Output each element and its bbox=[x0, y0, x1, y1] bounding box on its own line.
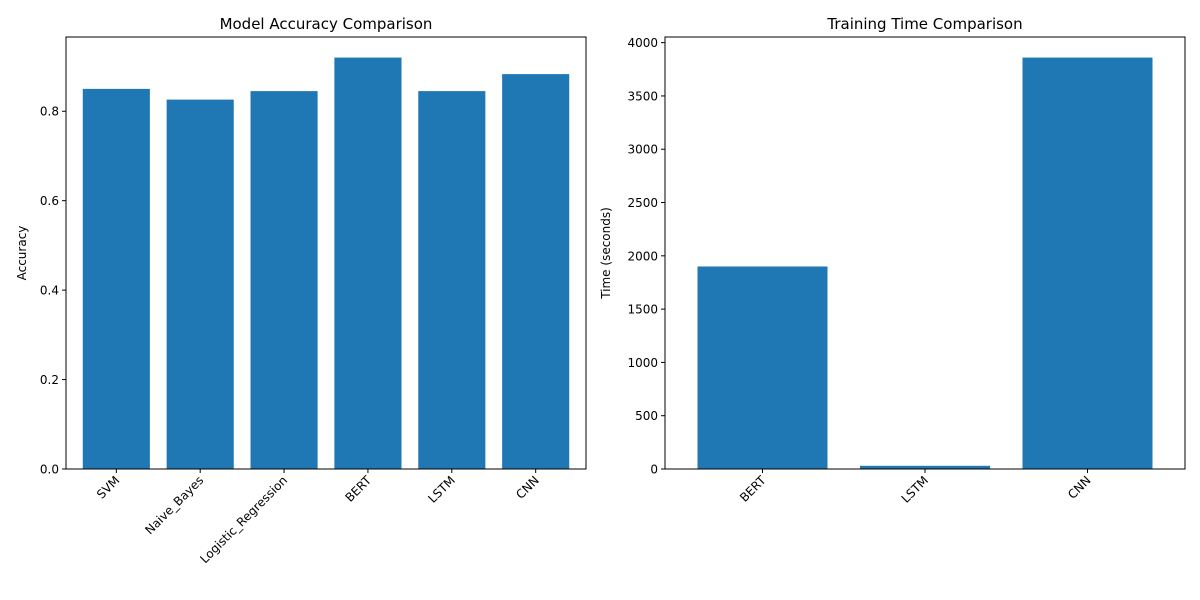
training-time-y-tick-label: 4000 bbox=[627, 36, 658, 50]
training-time-y-tick-label: 0 bbox=[650, 463, 658, 477]
accuracy-y-tick-label: 0.4 bbox=[40, 284, 59, 298]
training-time-y-tick-label: 2000 bbox=[627, 249, 658, 263]
accuracy-y-axis-label: Accuracy bbox=[15, 226, 29, 281]
accuracy-bar-logistic-regression bbox=[250, 91, 318, 470]
accuracy-y-tick-label: 0.6 bbox=[40, 194, 59, 208]
training-time-y-tick-label: 1000 bbox=[627, 356, 658, 370]
training-time-bars bbox=[697, 57, 1153, 469]
training-time-y-tick-label: 2500 bbox=[627, 196, 658, 210]
accuracy-chart-title: Model Accuracy Comparison bbox=[220, 15, 433, 33]
training-time-y-tick-label: 1500 bbox=[627, 303, 658, 317]
accuracy-y-tick-label: 0.2 bbox=[40, 373, 59, 387]
training-time-plot-frame bbox=[664, 36, 1186, 470]
training-time-y-tick-label: 3500 bbox=[627, 89, 658, 103]
training-time-y-axis-label: Time (seconds) bbox=[599, 207, 613, 300]
training-time-bar-bert bbox=[697, 266, 828, 469]
training-time-y-ticks: 0 500 1000 1500 2000 2500 3000 3500 4000 bbox=[627, 36, 665, 477]
accuracy-bar-lstm bbox=[418, 91, 486, 470]
accuracy-bars bbox=[82, 57, 570, 470]
training-time-chart-title: Training Time Comparison bbox=[826, 15, 1022, 33]
accuracy-bar-cnn bbox=[502, 74, 570, 470]
training-time-y-tick-label: 3000 bbox=[627, 143, 658, 157]
accuracy-y-ticks: 0.0 0.2 0.4 0.6 0.8 bbox=[40, 105, 66, 477]
accuracy-y-tick-label: 0.0 bbox=[40, 463, 59, 477]
training-time-bar-cnn bbox=[1022, 57, 1153, 469]
accuracy-y-tick-label: 0.8 bbox=[40, 105, 59, 119]
accuracy-plot-frame bbox=[65, 36, 587, 470]
training-time-y-tick-label: 500 bbox=[635, 409, 658, 423]
accuracy-bar-naive-bayes bbox=[166, 99, 234, 470]
training-time-bar-lstm bbox=[860, 465, 990, 469]
accuracy-bar-svm bbox=[82, 88, 150, 469]
accuracy-bar-bert bbox=[334, 57, 402, 469]
